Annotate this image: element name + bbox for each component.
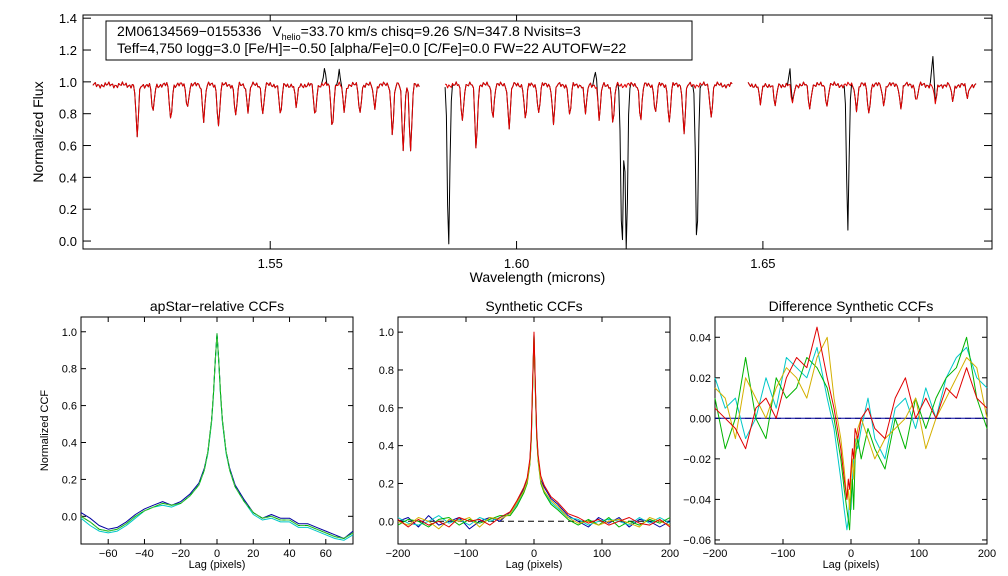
x-tick-label: −40	[135, 548, 154, 560]
model-spectrum-segment	[747, 81, 977, 114]
y-tick-label: −0.02	[683, 454, 711, 466]
y-tick-label: 0.6	[379, 403, 394, 415]
x-tick-label: 1.65	[750, 256, 775, 271]
x-tick-label: 100	[910, 548, 928, 560]
series-line	[397, 335, 671, 528]
y-tick-label: 0.00	[690, 413, 711, 425]
x-tick-label: −60	[99, 548, 118, 560]
y-tick-label: 0.4	[62, 437, 77, 449]
series-line	[80, 333, 354, 541]
synthetic-ccf-plot: −200 −100 0 100 200 0.0 0.2 0.4 0.6 0.8 1.0 Synthet…	[379, 298, 679, 571]
v-helio-subscript: helio	[282, 32, 301, 42]
series-line	[714, 326, 988, 500]
series-line	[714, 336, 988, 531]
y-tick-label: 1.4	[59, 11, 77, 26]
observed-spectrum-segment	[444, 71, 733, 249]
y-tick-label: 0.8	[379, 365, 394, 377]
info-line-1: 2M06134569−0155336 Vhelio=33.70 km/s chi…	[117, 23, 581, 42]
observed-spectrum-segment	[92, 68, 420, 152]
y-tick-label: 0.0	[59, 234, 77, 249]
x-tick-label: 1.55	[258, 256, 283, 271]
x-axis-label: Lag (pixels)	[823, 559, 880, 571]
model-spectrum-segment	[92, 81, 420, 152]
series-line	[397, 335, 671, 526]
series-line	[80, 333, 354, 539]
y-axis-label: Normalized CCF	[39, 390, 51, 472]
y-tick-label: −0.06	[683, 535, 711, 547]
y-tick-label: 0.2	[379, 478, 394, 490]
y-tick-label: 0.8	[59, 107, 77, 122]
x-axis-label: Wavelength (microns)	[470, 269, 606, 285]
chart-title: apStar−relative CCFs	[150, 298, 284, 314]
series-line	[714, 336, 988, 510]
y-tick-label: 0.0	[62, 511, 77, 523]
x-tick-label: −100	[771, 548, 796, 560]
info-line-2: Teff=4,750 logg=3.0 [Fe/H]=−0.50 [alpha/…	[117, 40, 626, 56]
v-helio-value: =33.70 km/s chisq=9.26 S/N=347.8 Nvisits…	[301, 23, 581, 39]
y-tick-label: 0.6	[59, 139, 77, 154]
y-tick-label: 0.0	[379, 516, 394, 528]
y-axis-label: Normalized Flux	[30, 81, 46, 182]
y-tick-label: 1.2	[59, 43, 77, 58]
chart-title: Difference Synthetic CCFs	[769, 298, 934, 314]
apstar-ccf-axes	[80, 316, 354, 545]
v-helio-symbol: V	[272, 23, 282, 39]
chart-title: Synthetic CCFs	[485, 298, 582, 314]
x-tick-label: 40	[283, 548, 295, 560]
x-tick-label: 200	[978, 548, 996, 560]
observed-spectrum-segment	[747, 56, 977, 231]
x-tick-label: −200	[703, 548, 728, 560]
x-tick-label: −100	[454, 548, 479, 560]
spectrum-axes	[82, 14, 993, 250]
y-tick-label: −0.04	[683, 494, 711, 506]
x-tick-label: 100	[593, 548, 611, 560]
x-tick-label: −200	[386, 548, 411, 560]
model-spectrum-segment	[444, 81, 733, 149]
spectrum-plot: 1.55 1.60 1.65 0.0 0.2 0.4 0.6 0.8 1.0 1.2 1.4 Wave…	[30, 11, 992, 285]
apstar-ccf-plot: −60 −40 −20 0 20 40 60 0.0 0.2 0.4 0.6 0.8 1.0 apStar…	[39, 298, 354, 571]
y-tick-label: 0.2	[62, 474, 77, 486]
info-box	[105, 20, 693, 61]
y-tick-label: 0.4	[59, 170, 77, 185]
x-axis-label: Lag (pixels)	[506, 559, 563, 571]
x-tick-label: 0	[214, 548, 220, 560]
y-tick-label: 0.04	[690, 332, 711, 344]
series-line	[80, 333, 354, 539]
x-tick-label: 60	[320, 548, 332, 560]
y-tick-label: 1.0	[62, 327, 77, 339]
y-tick-label: 0.2	[59, 202, 77, 217]
x-tick-label: 0	[531, 548, 537, 560]
y-tick-label: 0.4	[379, 441, 394, 453]
y-tick-label: 0.6	[62, 401, 77, 413]
series-line	[397, 331, 671, 528]
star-id: 2M06134569−0155336	[117, 23, 262, 39]
difference-ccf-plot: −200 −100 0 100 200 0.04 0.02 0.00 −0.02 −0.04 −0.…	[683, 298, 996, 571]
x-axis-label: Lag (pixels)	[189, 559, 246, 571]
x-tick-label: −20	[171, 548, 190, 560]
series-line	[397, 333, 671, 530]
x-tick-label: 0	[848, 548, 854, 560]
series-line	[397, 333, 671, 530]
x-tick-label: 1.60	[504, 256, 529, 271]
series-line	[80, 333, 354, 539]
x-tick-label: 200	[661, 548, 679, 560]
y-tick-label: 1.0	[379, 327, 394, 339]
y-tick-label: 0.02	[690, 373, 711, 385]
y-tick-label: 0.8	[62, 364, 77, 376]
y-tick-label: 1.0	[59, 75, 77, 90]
x-tick-label: 20	[247, 548, 259, 560]
